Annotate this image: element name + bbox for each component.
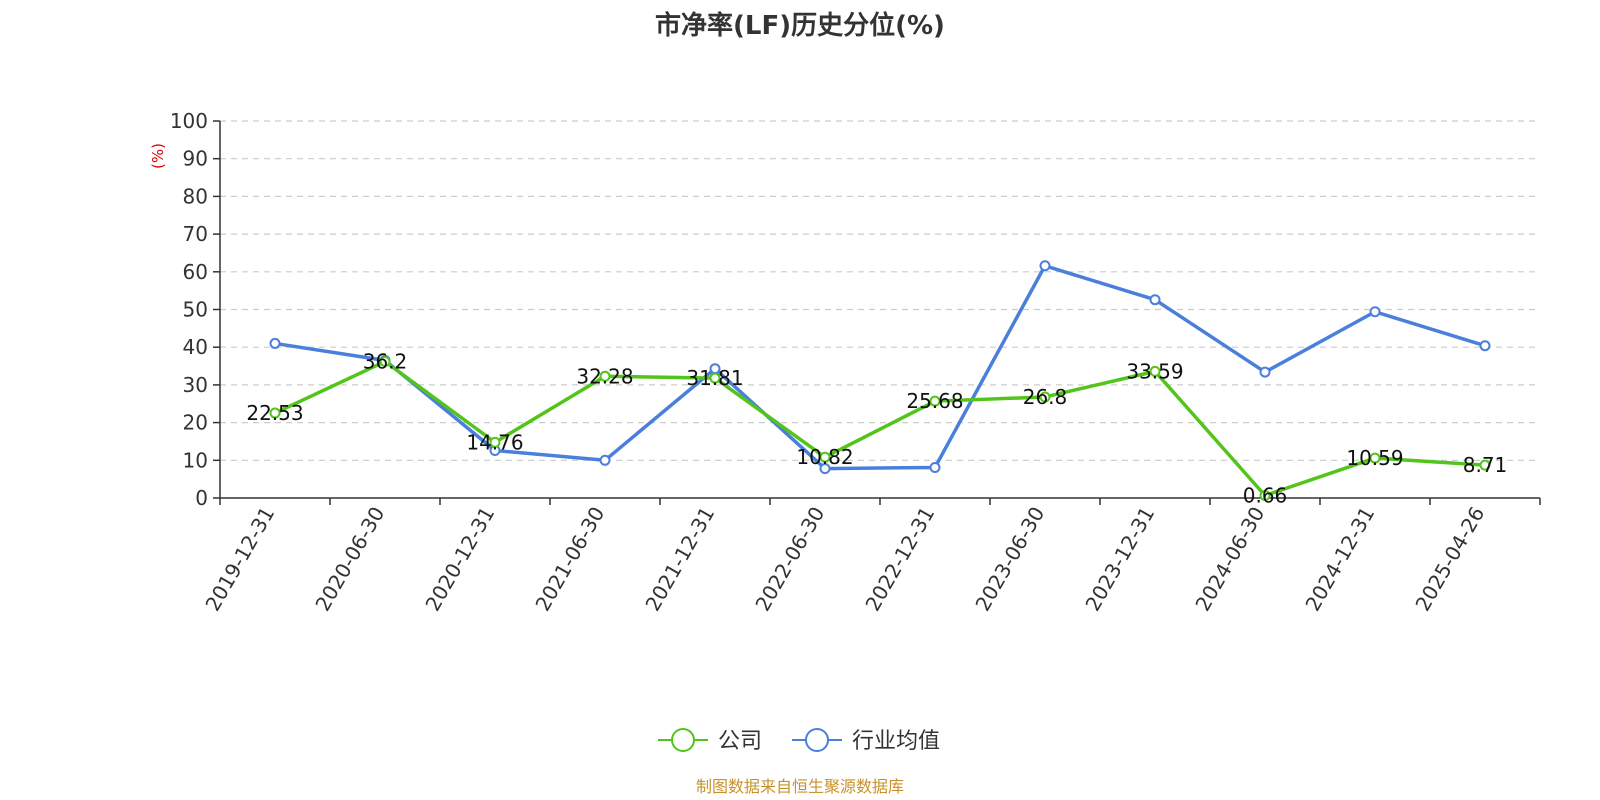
data-label: 10.82 <box>796 445 853 469</box>
series-1-point <box>1479 340 1491 352</box>
data-label: 32.28 <box>576 364 633 388</box>
legend-marker-icon <box>671 728 695 752</box>
data-label: 0.66 <box>1243 484 1288 508</box>
x-tick-label: 2021-12-31 <box>640 503 719 616</box>
series-1-point <box>1369 306 1381 318</box>
y-tick-label: 10 <box>183 448 208 472</box>
data-source-note: 制图数据来自恒生聚源数据库 <box>696 777 904 796</box>
series-0-point <box>929 395 941 407</box>
legend-marker-icon <box>805 728 829 752</box>
x-tick-label: 2022-12-31 <box>860 503 939 616</box>
legend-label: 行业均值 <box>852 729 940 754</box>
series-0-point <box>819 451 831 463</box>
x-tick-label: 2023-12-31 <box>1080 503 1159 616</box>
legend-item-company[interactable]: 公司 <box>658 728 762 754</box>
y-tick-label: 20 <box>183 411 208 435</box>
y-tick-label: 50 <box>183 298 208 322</box>
series-0-point <box>1369 452 1381 464</box>
y-tick-label: 40 <box>183 335 208 359</box>
y-tick-label: 0 <box>195 486 208 510</box>
x-tick-label: 2024-06-30 <box>1190 503 1269 616</box>
y-tick-label: 70 <box>183 222 208 246</box>
series-0-point <box>1149 365 1161 377</box>
series-0-point <box>1039 391 1051 403</box>
y-tick-label: 100 <box>170 109 208 133</box>
series-0-point <box>489 436 501 448</box>
data-label: 14.76 <box>466 430 523 454</box>
x-tick-label: 2023-06-30 <box>970 503 1049 616</box>
legend-item-industry-average[interactable]: 行业均值 <box>792 728 940 754</box>
series-0-point <box>1479 459 1491 471</box>
data-label: 33.59 <box>1126 359 1183 383</box>
y-tick-label: 30 <box>183 373 208 397</box>
series-line-1 <box>274 264 1486 471</box>
x-tick-label: 2020-06-30 <box>310 503 389 616</box>
data-label: 25.68 <box>906 389 963 413</box>
data-labels: 22.53 36.2 14.76 32.28 31.81 10.82 25.68 26.8 33… <box>246 350 1507 508</box>
y-tick-label: 90 <box>183 147 208 171</box>
x-tick-label: 2021-06-30 <box>530 503 609 616</box>
series-1-point <box>819 463 831 475</box>
series-1-point <box>1259 366 1271 378</box>
x-tick-label: 2024-12-31 <box>1300 503 1379 616</box>
series <box>269 260 1491 502</box>
grid <box>220 120 1540 461</box>
data-label: 31.81 <box>686 366 743 390</box>
x-tick-label: 2019-12-31 <box>200 503 279 616</box>
y-tick-label: 60 <box>183 260 208 284</box>
series-0-point <box>269 407 281 419</box>
y-tick-label: 80 <box>183 184 208 208</box>
legend[interactable]: 公司 行业均值 <box>658 728 940 754</box>
series-0-point <box>379 356 391 368</box>
data-label: 10.59 <box>1346 446 1403 470</box>
series-0-point <box>1259 490 1271 502</box>
series-1-point <box>1039 260 1051 272</box>
data-label: 22.53 <box>246 401 303 425</box>
chart-title: 市净率(LF)历史分位(%) <box>655 10 945 41</box>
y-axis-unit-label: (%) <box>149 143 167 169</box>
series-0-point <box>709 372 721 384</box>
x-tick-label: 2022-06-30 <box>750 503 829 616</box>
series-1-point <box>599 454 611 466</box>
x-tick-label: 2025-04-26 <box>1410 503 1489 616</box>
series-0-point <box>599 370 611 382</box>
x-tick-label: 2020-12-31 <box>420 503 499 616</box>
data-label: 36.2 <box>363 350 408 374</box>
data-label: 8.71 <box>1463 453 1508 477</box>
series-1-point <box>929 461 941 473</box>
series-1-point <box>269 337 281 349</box>
series-line-0 <box>274 359 1486 498</box>
data-label: 26.8 <box>1023 385 1068 409</box>
legend-label: 公司 <box>718 729 762 754</box>
series-1-point <box>1149 294 1161 306</box>
